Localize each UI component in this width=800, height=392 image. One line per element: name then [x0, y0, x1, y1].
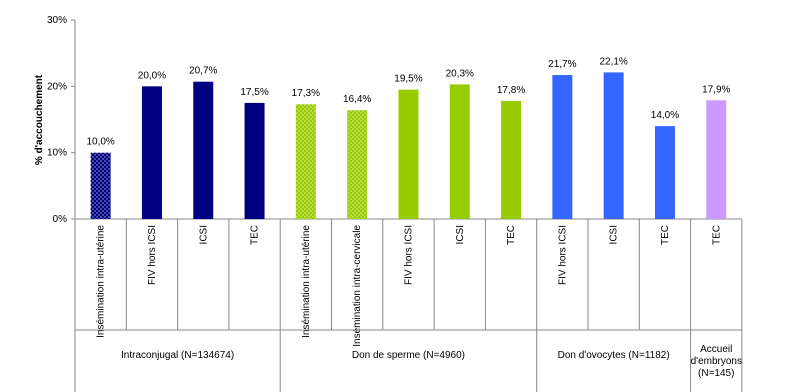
value-label: 20,3% [446, 68, 474, 79]
value-label: 17,5% [240, 87, 268, 98]
bar [706, 100, 727, 219]
category-label: TEC [506, 225, 517, 245]
bar [90, 152, 111, 219]
y-tick-label: 30% [47, 15, 67, 26]
group-label: Accueil d'embryons (N=145) [690, 344, 742, 379]
value-label: 10,0% [86, 137, 114, 148]
bar [603, 72, 624, 219]
value-label: 19,5% [394, 74, 422, 85]
category-label: FIV hors ICSI [403, 225, 414, 285]
category-label: FIV hors ICSI [557, 225, 568, 285]
category-label: Insémination intra-cervicale [352, 225, 363, 347]
bar [552, 75, 573, 219]
bar [244, 102, 265, 219]
value-label: 17,8% [497, 85, 525, 96]
y-tick-label: 20% [47, 81, 67, 92]
value-label: 16,4% [343, 94, 371, 105]
bar [398, 89, 419, 220]
category-label: ICSI [455, 225, 466, 244]
category-label: ICSI [609, 225, 620, 244]
group-label: Don de sperme (N=4960) [351, 350, 465, 361]
bar [347, 110, 368, 219]
bar [141, 86, 162, 219]
category-label: Insémination intra-utérine [301, 225, 312, 338]
value-label: 17,3% [292, 88, 320, 99]
category-label: TEC [250, 225, 261, 245]
category-label: FIV hors ICSI [147, 225, 158, 285]
bar [193, 81, 214, 219]
value-label: 17,9% [702, 84, 730, 95]
bar [295, 104, 316, 219]
value-label: 14,0% [651, 110, 679, 121]
category-label: Insémination intra-utérine [96, 225, 107, 338]
bar [449, 84, 470, 220]
group-label: Don d'ovocytes (N=1182) [557, 350, 670, 361]
y-tick-label: 0% [53, 214, 68, 225]
value-label: 22,1% [599, 56, 627, 67]
group-label: Intraconjugal (N=134674) [121, 350, 235, 361]
value-label: 21,7% [548, 59, 576, 70]
value-label: 20,7% [189, 66, 217, 77]
bar [501, 100, 522, 219]
value-label: 20,0% [138, 70, 166, 81]
bar [654, 126, 675, 219]
category-label: TEC [660, 225, 671, 245]
category-label: TEC [711, 225, 722, 245]
y-tick-label: 10% [47, 148, 67, 159]
y-axis-title: % d'accouchement [34, 74, 45, 165]
category-label: ICSI [198, 225, 209, 244]
